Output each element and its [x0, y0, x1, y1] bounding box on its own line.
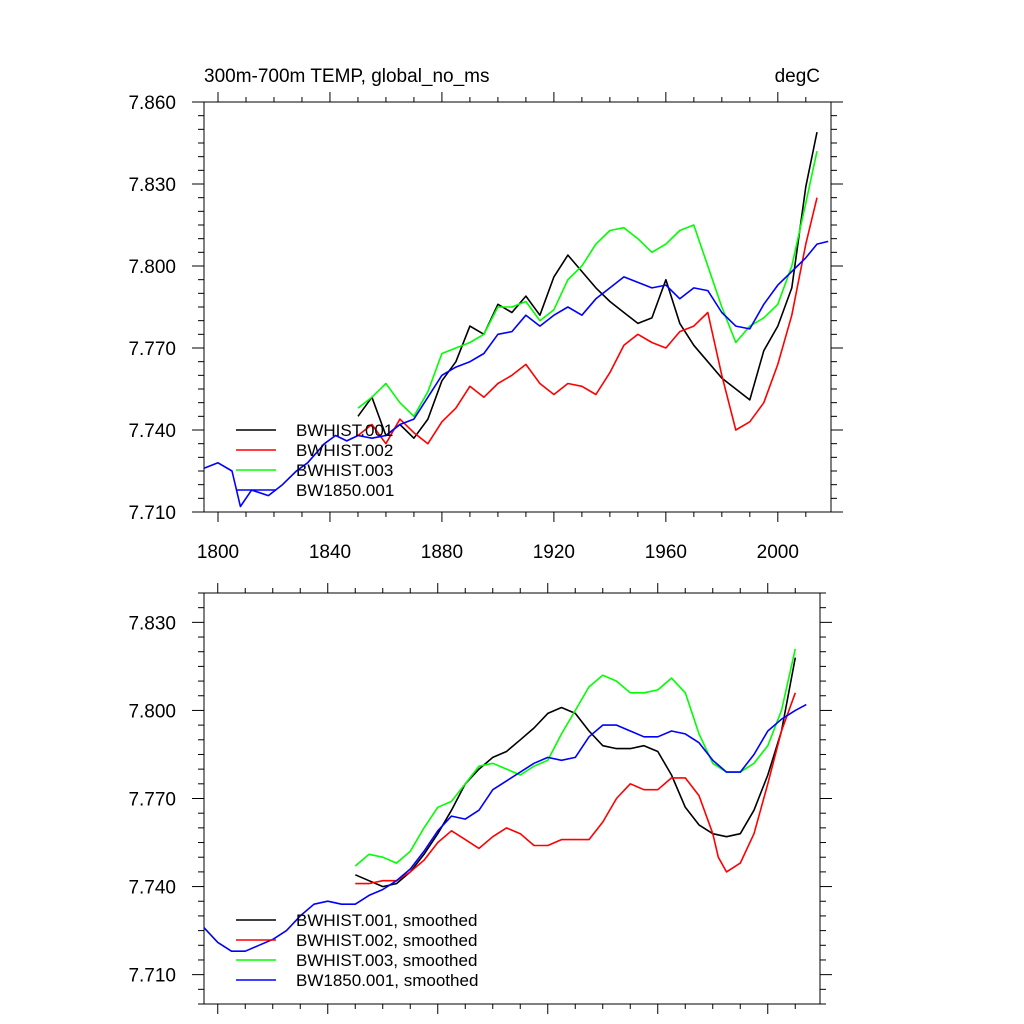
x-tick-label: 1920 [533, 542, 575, 563]
y-tick-label: 7.770 [128, 790, 176, 811]
y-tick-label: 7.830 [128, 613, 176, 634]
legend-label: BWHIST.002 [296, 441, 393, 460]
legend-label: BWHIST.001, smoothed [296, 911, 477, 930]
legend-label: BW1850.001, smoothed [296, 971, 478, 990]
series-line-bw1850-001 [203, 240, 829, 508]
x-tick-label: 1840 [309, 542, 351, 563]
bottom-panel: 7.710 7.740 7.770 7.800 7.830 BWHIST.001, smo… [128, 583, 832, 1014]
series-line-bwhist-002-smoothed [355, 692, 797, 885]
y-tick-label: 7.770 [128, 339, 176, 360]
x-tick-label: 1960 [645, 542, 687, 563]
y-tick-label: 7.710 [128, 966, 176, 987]
y-tick-label: 7.860 [128, 93, 176, 114]
chart-title: 300m-700m TEMP, global_no_ms [204, 66, 490, 87]
series-line-bwhist-001 [357, 131, 818, 440]
legend-label: BWHIST.002, smoothed [296, 931, 477, 950]
series-line-bw1850-001-smoothed [203, 703, 807, 953]
x-tick-label: 2000 [757, 542, 799, 563]
series-line-bwhist-003 [357, 151, 818, 418]
chart-units: degC [775, 66, 820, 87]
legend-label: BWHIST.003, smoothed [296, 951, 477, 970]
legend-label: BWHIST.001 [296, 421, 393, 440]
y-tick-label: 7.710 [128, 503, 176, 524]
y-tick-label: 7.800 [128, 701, 176, 722]
x-tick-label: 1800 [197, 542, 239, 563]
legend-label: BWHIST.003 [296, 461, 393, 480]
series-group [203, 648, 807, 953]
top-panel: 1800 1840 1880 1920 1960 2000 7.710 7.740 7.770 7… [128, 92, 843, 563]
y-tick-label: 7.740 [128, 878, 176, 899]
y-tick-label: 7.740 [128, 421, 176, 442]
y-tick-label: 7.800 [128, 257, 176, 278]
series-line-bwhist-002 [357, 197, 818, 445]
y-tick-label: 7.830 [128, 175, 176, 196]
series-line-bwhist-001-smoothed [354, 657, 797, 888]
x-tick-label: 1880 [421, 542, 463, 563]
series-group [203, 131, 829, 508]
legend-label: BW1850.001 [296, 481, 394, 500]
